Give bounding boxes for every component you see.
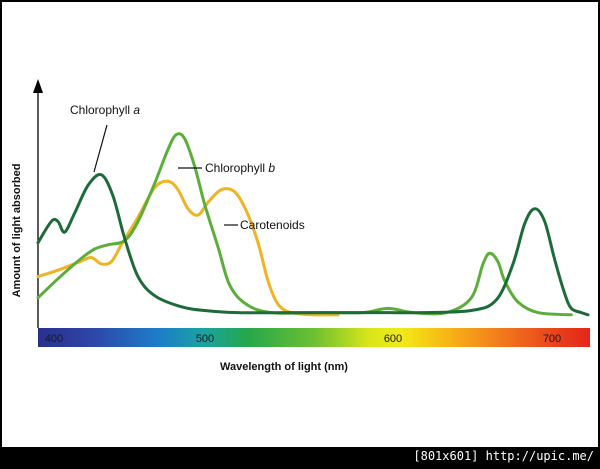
series-label-chlorophyll-b: Chlorophyll b (205, 161, 275, 175)
x-tick-label: 700 (543, 333, 561, 345)
chart-frame: 400 500 600 700 Wavelength of light (nm) Amo… (2, 2, 598, 447)
series-label-carotenoids: Carotenoids (240, 218, 305, 232)
y-axis-arrow (33, 79, 43, 93)
series-label-part: Chlorophyll (70, 103, 133, 117)
x-tick-label: 400 (45, 333, 63, 345)
series-label-chlorophyll-a: Chlorophyll a (70, 103, 140, 117)
series-label-part: Chlorophyll (205, 161, 268, 175)
series-line-chlorophyll-a (36, 173, 590, 317)
x-axis-label: Wavelength of light (nm) (220, 361, 348, 373)
x-tick-label: 500 (196, 333, 214, 345)
footer-bar (0, 447, 600, 469)
y-axis-label: Amount of light absorbed (11, 164, 23, 298)
spectrum-bar (38, 328, 590, 347)
absorption-spectrum-chart: 400 500 600 700 Wavelength of light (nm) Amo… (11, 79, 590, 373)
leader-line-chlorophyll-a (93, 124, 108, 173)
watermark-text: [801x601] http://upic.me/ (413, 449, 594, 463)
x-tick-label: 600 (384, 333, 402, 345)
series-label-part: a (133, 103, 140, 117)
series-label-part: Carotenoids (240, 218, 305, 232)
series-label-part: b (268, 161, 275, 175)
series-line-chlorophyll-b (36, 132, 573, 317)
series-line-carotenoids (36, 179, 340, 317)
